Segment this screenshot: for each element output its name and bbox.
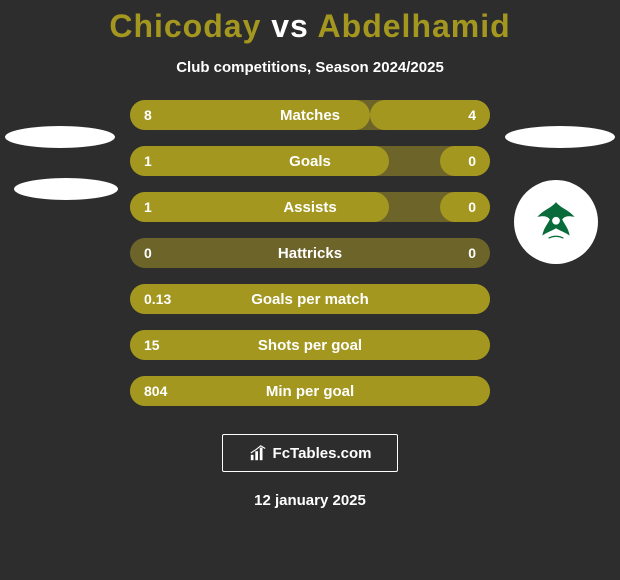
stat-value-right: 0 [468, 153, 476, 169]
player1-name: Chicoday [109, 8, 261, 44]
player2-club-logo [514, 180, 598, 264]
stat-row: 10Assists [130, 192, 490, 222]
vs-text: vs [271, 8, 309, 44]
footer-date: 12 january 2025 [254, 492, 366, 509]
bar-base [130, 238, 490, 268]
bar-full-fill [130, 376, 490, 406]
stat-row: 0.13Goals per match [130, 284, 490, 314]
stat-value-left: 804 [144, 383, 167, 399]
stat-row: 804Min per goal [130, 376, 490, 406]
comparison-infographic: Chicoday vs Abdelhamid Club competitions… [0, 0, 620, 580]
player2-name: Abdelhamid [318, 8, 511, 44]
stats-bars: 84Matches10Goals10Assists00Hattricks0.13… [130, 100, 490, 406]
stat-value-right: 4 [468, 107, 476, 123]
stat-row: 10Goals [130, 146, 490, 176]
bar-left-fill [130, 192, 389, 222]
stat-value-right: 0 [468, 245, 476, 261]
stat-value-left: 1 [144, 153, 152, 169]
stat-row: 00Hattricks [130, 238, 490, 268]
brand-badge: FcTables.com [222, 434, 398, 472]
stat-value-right: 0 [468, 199, 476, 215]
stat-value-left: 15 [144, 337, 160, 353]
title: Chicoday vs Abdelhamid [109, 8, 510, 45]
chart-icon [249, 444, 267, 462]
stat-value-left: 0.13 [144, 291, 171, 307]
stat-row: 84Matches [130, 100, 490, 130]
bar-full-fill [130, 284, 490, 314]
bar-right-fill [440, 192, 490, 222]
bar-left-fill [130, 146, 389, 176]
bar-full-fill [130, 330, 490, 360]
brand-text: FcTables.com [273, 445, 372, 462]
subtitle: Club competitions, Season 2024/2025 [176, 59, 444, 76]
player1-club-badge-2 [14, 178, 118, 200]
stat-value-left: 0 [144, 245, 152, 261]
player1-club-badge-1 [5, 126, 115, 148]
stat-value-left: 8 [144, 107, 152, 123]
stat-value-left: 1 [144, 199, 152, 215]
stat-row: 15Shots per goal [130, 330, 490, 360]
bar-left-fill [130, 100, 370, 130]
eagle-icon [525, 191, 587, 253]
player2-club-badge-1 [505, 126, 615, 148]
bar-right-fill [440, 146, 490, 176]
